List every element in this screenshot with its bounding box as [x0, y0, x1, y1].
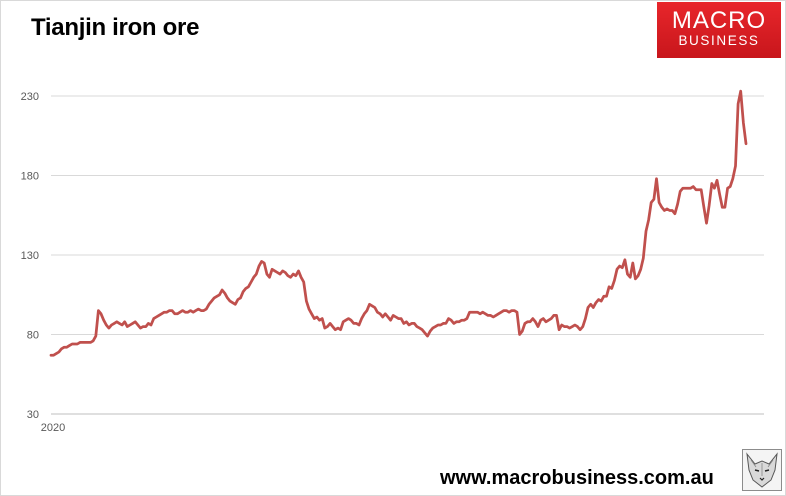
y-axis-ticks: 30 80 130 180 230: [21, 91, 39, 421]
wolf-face-icon: [742, 449, 782, 491]
y-tick-label: 80: [27, 330, 39, 342]
chart-title: Tianjin iron ore: [31, 14, 200, 41]
y-tick-label: 230: [21, 91, 39, 103]
macro-business-logo: MACRO BUSINESS: [657, 2, 781, 58]
iron-ore-price-line: [49, 89, 748, 357]
y-tick-label: 180: [21, 171, 39, 183]
website-url: www.macrobusiness.com.au: [440, 467, 714, 489]
logo-line-1: MACRO: [671, 7, 767, 34]
series-group: [49, 89, 748, 357]
gridlines: [51, 95, 764, 415]
x-tick-label: 2020: [41, 422, 65, 434]
y-tick-label: 30: [27, 409, 39, 421]
x-axis-ticks: 2020: [41, 422, 65, 434]
logo-line-2: BUSINESS: [678, 33, 760, 48]
wolf-face-drawing: [746, 452, 778, 488]
y-tick-label: 130: [21, 250, 39, 262]
